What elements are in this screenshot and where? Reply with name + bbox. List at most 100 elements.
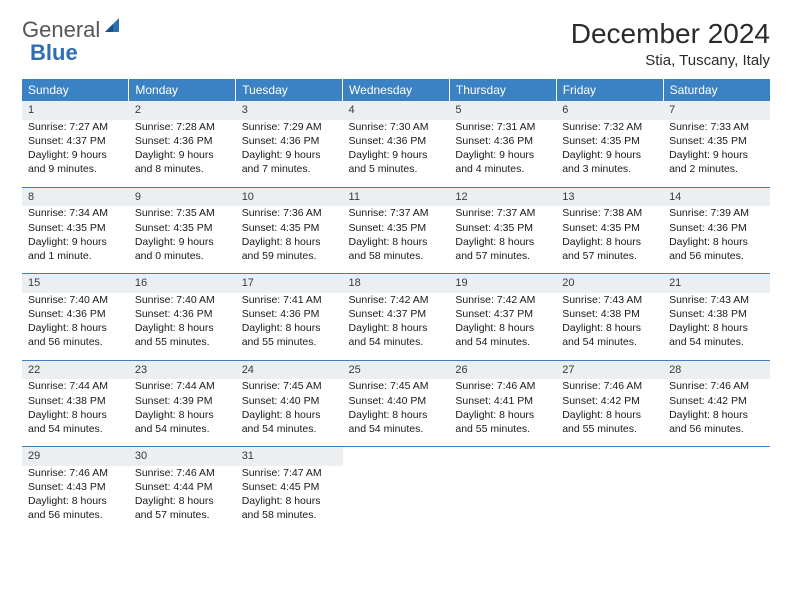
daylight-text: Daylight: 9 hours and 3 minutes. [562,148,657,176]
day-body-cell: Sunrise: 7:45 AMSunset: 4:40 PMDaylight:… [236,379,343,446]
sunset-text: Sunset: 4:41 PM [455,394,550,408]
col-monday: Monday [129,79,236,101]
day-number: 22 [28,364,40,376]
sunrise-text: Sunrise: 7:45 AM [349,379,444,393]
sunrise-text: Sunrise: 7:43 AM [562,293,657,307]
sunset-text: Sunset: 4:35 PM [455,221,550,235]
logo: General [22,18,125,41]
day-number: 16 [135,277,147,289]
day-number: 19 [455,277,467,289]
day-number-cell: 17 [236,274,343,293]
daylight-text: Daylight: 8 hours and 54 minutes. [562,321,657,349]
sunrise-text: Sunrise: 7:41 AM [242,293,337,307]
daylight-text: Daylight: 8 hours and 55 minutes. [242,321,337,349]
day-number-cell [663,447,770,466]
day-header-row: Sunday Monday Tuesday Wednesday Thursday… [22,79,770,101]
day-body-cell: Sunrise: 7:33 AMSunset: 4:35 PMDaylight:… [663,120,770,187]
day-number-cell: 22 [22,361,129,380]
day-number: 14 [669,191,681,203]
day-number: 12 [455,191,467,203]
day-number: 4 [349,104,355,116]
day-body-cell: Sunrise: 7:34 AMSunset: 4:35 PMDaylight:… [22,206,129,273]
day-number-cell: 10 [236,188,343,207]
day-body-cell: Sunrise: 7:37 AMSunset: 4:35 PMDaylight:… [449,206,556,273]
daylight-text: Daylight: 8 hours and 55 minutes. [562,408,657,436]
day-number: 25 [349,364,361,376]
sunrise-text: Sunrise: 7:46 AM [562,379,657,393]
sunset-text: Sunset: 4:36 PM [242,307,337,321]
day-body-cell: Sunrise: 7:40 AMSunset: 4:36 PMDaylight:… [129,293,236,360]
day-number-cell: 7 [663,101,770,120]
sunset-text: Sunset: 4:43 PM [28,480,123,494]
day-body-cell: Sunrise: 7:43 AMSunset: 4:38 PMDaylight:… [663,293,770,360]
day-number-cell: 15 [22,274,129,293]
day-number: 1 [28,104,34,116]
daylight-text: Daylight: 8 hours and 54 minutes. [28,408,123,436]
day-number-cell: 28 [663,361,770,380]
day-number-cell: 24 [236,361,343,380]
header: General December 2024 Stia, Tuscany, Ita… [22,18,770,69]
sunset-text: Sunset: 4:36 PM [349,134,444,148]
sunrise-text: Sunrise: 7:40 AM [28,293,123,307]
day-body-cell: Sunrise: 7:37 AMSunset: 4:35 PMDaylight:… [343,206,450,273]
day-body-cell [663,466,770,533]
day-number-cell: 16 [129,274,236,293]
sunset-text: Sunset: 4:35 PM [349,221,444,235]
sunrise-text: Sunrise: 7:34 AM [28,206,123,220]
day-number-cell: 5 [449,101,556,120]
daynum-row: 293031 [22,447,770,466]
daylight-text: Daylight: 9 hours and 4 minutes. [455,148,550,176]
sunrise-text: Sunrise: 7:44 AM [28,379,123,393]
day-body-cell: Sunrise: 7:35 AMSunset: 4:35 PMDaylight:… [129,206,236,273]
day-number: 10 [242,191,254,203]
day-number-cell [449,447,556,466]
daylight-text: Daylight: 9 hours and 8 minutes. [135,148,230,176]
day-body-cell: Sunrise: 7:31 AMSunset: 4:36 PMDaylight:… [449,120,556,187]
day-number-cell: 18 [343,274,450,293]
day-body-cell: Sunrise: 7:46 AMSunset: 4:41 PMDaylight:… [449,379,556,446]
sunrise-text: Sunrise: 7:35 AM [135,206,230,220]
sunrise-text: Sunrise: 7:42 AM [455,293,550,307]
location-label: Stia, Tuscany, Italy [571,52,770,69]
day-body-row: Sunrise: 7:34 AMSunset: 4:35 PMDaylight:… [22,206,770,273]
day-number: 7 [669,104,675,116]
day-number: 5 [455,104,461,116]
day-body-cell: Sunrise: 7:46 AMSunset: 4:43 PMDaylight:… [22,466,129,533]
sunrise-text: Sunrise: 7:31 AM [455,120,550,134]
sunset-text: Sunset: 4:38 PM [669,307,764,321]
day-body-cell: Sunrise: 7:47 AMSunset: 4:45 PMDaylight:… [236,466,343,533]
day-body-cell: Sunrise: 7:44 AMSunset: 4:38 PMDaylight:… [22,379,129,446]
daylight-text: Daylight: 8 hours and 54 minutes. [669,321,764,349]
day-number: 15 [28,277,40,289]
col-sunday: Sunday [22,79,129,101]
day-number: 3 [242,104,248,116]
col-tuesday: Tuesday [236,79,343,101]
daylight-text: Daylight: 8 hours and 55 minutes. [135,321,230,349]
calendar-table: Sunday Monday Tuesday Wednesday Thursday… [22,79,770,533]
daylight-text: Daylight: 9 hours and 0 minutes. [135,235,230,263]
col-thursday: Thursday [449,79,556,101]
sunrise-text: Sunrise: 7:47 AM [242,466,337,480]
sunrise-text: Sunrise: 7:42 AM [349,293,444,307]
day-number-cell: 25 [343,361,450,380]
sunset-text: Sunset: 4:35 PM [669,134,764,148]
day-number-cell: 26 [449,361,556,380]
page-title: December 2024 [571,18,770,50]
day-number-cell: 4 [343,101,450,120]
day-number: 30 [135,450,147,462]
daylight-text: Daylight: 8 hours and 55 minutes. [455,408,550,436]
day-number-cell: 19 [449,274,556,293]
sunrise-text: Sunrise: 7:33 AM [669,120,764,134]
day-number: 28 [669,364,681,376]
sunset-text: Sunset: 4:35 PM [135,221,230,235]
day-number: 6 [562,104,568,116]
sunrise-text: Sunrise: 7:30 AM [349,120,444,134]
day-body-cell: Sunrise: 7:27 AMSunset: 4:37 PMDaylight:… [22,120,129,187]
sunrise-text: Sunrise: 7:46 AM [455,379,550,393]
logo-text-general: General [22,19,100,41]
logo-text-blue: Blue [30,40,78,65]
daylight-text: Daylight: 8 hours and 54 minutes. [349,408,444,436]
sunrise-text: Sunrise: 7:44 AM [135,379,230,393]
day-body-cell: Sunrise: 7:32 AMSunset: 4:35 PMDaylight:… [556,120,663,187]
sunset-text: Sunset: 4:38 PM [562,307,657,321]
